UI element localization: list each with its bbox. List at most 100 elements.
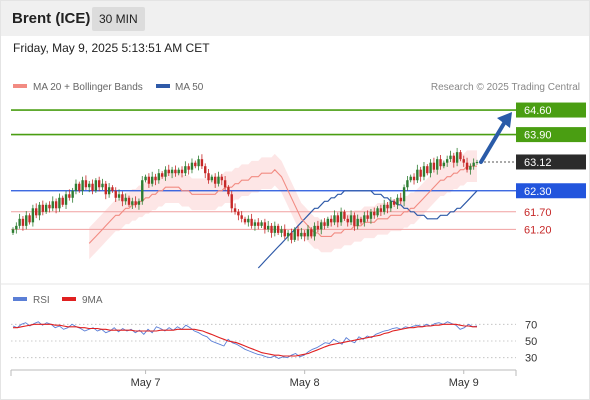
candle-body bbox=[432, 162, 436, 170]
candle-body bbox=[290, 232, 293, 240]
candle-body bbox=[313, 225, 316, 237]
candle-body bbox=[260, 222, 263, 226]
candle-body bbox=[177, 169, 180, 174]
candle-body bbox=[38, 204, 41, 216]
candle-body bbox=[200, 159, 204, 167]
candle-body bbox=[81, 180, 84, 191]
candle-body bbox=[293, 229, 296, 240]
candle-body bbox=[157, 173, 161, 181]
candle-body bbox=[320, 222, 323, 230]
candle-body bbox=[267, 225, 270, 230]
candle-body bbox=[31, 208, 35, 223]
candle-body bbox=[71, 190, 74, 198]
candle-body bbox=[220, 176, 223, 181]
candle-body bbox=[78, 183, 81, 191]
candle-body bbox=[151, 176, 154, 184]
candle-body bbox=[190, 162, 194, 170]
watermark: Research © 2025 Trading Central bbox=[431, 82, 580, 93]
candle-body bbox=[379, 208, 383, 212]
candle-body bbox=[323, 222, 326, 226]
bollinger-fill bbox=[89, 150, 477, 260]
candlesticks bbox=[11, 147, 479, 244]
ma20-legend-label: MA 20 + Bollinger Bands bbox=[33, 82, 143, 93]
candle-body bbox=[465, 162, 469, 170]
candle-body bbox=[114, 190, 117, 198]
candle-body bbox=[353, 215, 356, 226]
candle-body bbox=[270, 225, 273, 233]
price-levels bbox=[11, 109, 516, 230]
candle-body bbox=[210, 176, 214, 181]
chart-header: Brent (ICE) 30 MIN bbox=[0, 0, 590, 36]
candle-body bbox=[339, 211, 343, 223]
candle-body bbox=[333, 215, 336, 223]
ma50-legend-label: MA 50 bbox=[175, 82, 204, 93]
candle-body bbox=[263, 222, 267, 230]
x-tick-label: May 9 bbox=[449, 377, 479, 389]
candle-body bbox=[419, 169, 422, 177]
candle-body bbox=[402, 187, 406, 202]
candle-body bbox=[366, 215, 369, 219]
candle-body bbox=[54, 201, 58, 209]
candle-body bbox=[273, 225, 277, 233]
rsi-legend-swatch bbox=[13, 297, 27, 301]
candle-body bbox=[25, 215, 28, 226]
candle-body bbox=[416, 169, 419, 181]
candle-body bbox=[343, 211, 346, 219]
rsi-ma-legend-swatch bbox=[62, 297, 76, 301]
level-badge-63.90 bbox=[516, 127, 586, 143]
candle-body bbox=[336, 215, 339, 223]
candle-body bbox=[44, 204, 48, 212]
candle-body bbox=[280, 229, 283, 233]
candle-body bbox=[445, 159, 449, 163]
x-tick-label: May 7 bbox=[131, 377, 161, 389]
forecast-head bbox=[497, 112, 512, 129]
candle-body bbox=[144, 176, 147, 181]
candle-body bbox=[300, 232, 303, 237]
ma50-legend-swatch bbox=[156, 84, 170, 88]
forecast-arrow bbox=[479, 112, 512, 164]
level-label-61.20: 61.20 bbox=[524, 224, 552, 236]
candle-body bbox=[406, 180, 409, 188]
candle-body bbox=[74, 183, 78, 191]
candle-body bbox=[15, 225, 18, 230]
candle-body bbox=[389, 201, 393, 209]
candle-body bbox=[187, 166, 190, 170]
candle-body bbox=[449, 155, 452, 160]
level-label-63.90: 63.90 bbox=[524, 130, 552, 142]
candle-body bbox=[97, 180, 101, 188]
candle-body bbox=[91, 183, 94, 191]
rsi-ma-path bbox=[13, 323, 477, 357]
candle-body bbox=[223, 180, 227, 188]
candle-body bbox=[11, 229, 15, 233]
candle-body bbox=[383, 204, 386, 212]
candle-body bbox=[455, 152, 459, 163]
candle-body bbox=[409, 176, 412, 181]
candle-body bbox=[204, 166, 207, 174]
candle-body bbox=[51, 201, 54, 209]
candle-body bbox=[58, 197, 61, 209]
candle-body bbox=[124, 197, 127, 202]
level-badge-64.60 bbox=[516, 102, 586, 118]
candle-body bbox=[326, 218, 330, 226]
candle-body bbox=[412, 176, 416, 181]
candle-body bbox=[154, 176, 157, 181]
ma20-path bbox=[88, 165, 477, 244]
candle-body bbox=[356, 218, 359, 226]
candle-body bbox=[131, 201, 134, 205]
rsi-lines bbox=[12, 321, 478, 359]
candle-body bbox=[41, 204, 45, 212]
candle-body bbox=[442, 162, 446, 167]
candle-body bbox=[134, 201, 137, 205]
candle-body bbox=[141, 180, 144, 202]
rsi-level-label-30: 30 bbox=[525, 353, 537, 365]
candle-body bbox=[243, 218, 247, 223]
candle-body bbox=[107, 187, 111, 195]
level-label-62.30: 62.30 bbox=[524, 186, 552, 198]
timeframe-button[interactable]: 30 MIN bbox=[92, 7, 145, 31]
candle-body bbox=[230, 194, 233, 209]
candle-body bbox=[316, 225, 320, 230]
level-label-63.12: 63.12 bbox=[524, 157, 552, 169]
candle-body bbox=[472, 162, 475, 167]
candle-body bbox=[253, 222, 257, 226]
level-badge-62.30 bbox=[516, 183, 586, 199]
